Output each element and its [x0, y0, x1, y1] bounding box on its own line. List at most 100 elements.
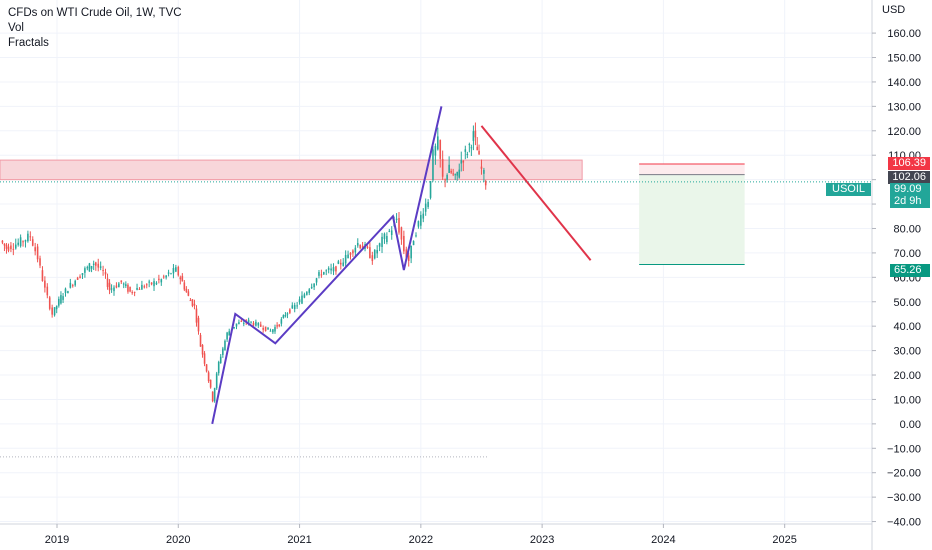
x-tick-label: 2020 — [166, 534, 190, 546]
y-tick-label: 20.00 — [893, 370, 921, 382]
candle-body — [240, 320, 243, 322]
candle-body — [296, 305, 298, 307]
candle-body — [24, 240, 27, 242]
candle-body — [356, 242, 359, 246]
candle-body — [337, 261, 340, 264]
candle-body — [113, 287, 115, 292]
candle-body — [3, 243, 6, 246]
candle-body — [318, 272, 320, 276]
candle-body — [446, 174, 448, 180]
candle-body — [272, 329, 274, 333]
candle-body — [215, 373, 218, 389]
indicator-volume[interactable]: Vol — [8, 22, 24, 34]
candle-body — [480, 166, 483, 169]
candle-body — [155, 282, 158, 285]
indicator-fractals[interactable]: Fractals — [8, 37, 49, 49]
candle-body — [29, 236, 32, 238]
candle-body — [344, 254, 347, 264]
candle-body — [310, 286, 313, 289]
candle-body — [228, 331, 231, 336]
candle-body — [217, 361, 220, 374]
candle-body — [219, 356, 222, 363]
candle-body — [222, 348, 224, 355]
x-tick-label: 2021 — [287, 534, 311, 546]
x-tick-label: 2019 — [45, 534, 69, 546]
candle-body — [181, 275, 184, 282]
y-tick-label: 50.00 — [893, 297, 921, 309]
y-tick-label: 130.00 — [887, 101, 921, 113]
y-tick-label: 140.00 — [887, 77, 921, 89]
candle-body — [71, 285, 74, 287]
candle-body — [400, 227, 403, 240]
stop-price-tag: 106.39 — [888, 157, 930, 170]
candle-body — [424, 203, 427, 212]
candle-body — [44, 280, 46, 288]
candle-body — [250, 321, 252, 323]
candle-body — [211, 391, 214, 402]
candle-body — [349, 252, 352, 255]
candle-body — [209, 379, 212, 388]
y-tick-label: 160.00 — [887, 28, 921, 40]
candle-body — [342, 262, 345, 266]
candle-body — [153, 281, 155, 287]
candle-body — [201, 345, 204, 355]
candle-body — [90, 266, 93, 269]
candle-body — [452, 173, 454, 175]
candle-body — [125, 284, 127, 287]
candle-body — [62, 296, 64, 300]
candle-body — [162, 276, 165, 278]
candle-body — [320, 274, 323, 276]
candle-body — [145, 284, 148, 286]
candle-body — [213, 388, 216, 402]
candle-body — [179, 277, 182, 280]
y-tick-label: 10.00 — [893, 394, 921, 406]
candle-body — [454, 174, 457, 176]
candle-body — [99, 266, 102, 268]
candle-body — [46, 286, 49, 296]
candle-body — [69, 282, 72, 288]
candle-body — [468, 143, 471, 146]
candle-body — [448, 164, 450, 173]
candle-body — [242, 322, 245, 324]
candle-body — [291, 305, 294, 309]
candle-body — [88, 263, 91, 272]
candle-body — [257, 322, 260, 326]
candle-body — [238, 322, 240, 325]
candle-body — [14, 244, 17, 249]
candle-body — [48, 297, 51, 309]
candle-body — [76, 277, 79, 280]
candle-body — [138, 288, 141, 290]
symbol-label[interactable]: USOIL — [826, 183, 872, 196]
candle-body — [7, 246, 10, 251]
candle-body — [92, 263, 95, 265]
candle-body — [106, 278, 109, 287]
candle-body — [439, 140, 442, 159]
candle-body — [259, 324, 262, 327]
candle-body — [19, 237, 22, 247]
y-tick-label: −10.00 — [887, 443, 921, 455]
candle-body — [55, 305, 58, 310]
countdown-tag: 2d 9h — [890, 195, 930, 208]
candle-body — [267, 327, 269, 330]
candle-body — [36, 246, 39, 260]
y-tick-label: 40.00 — [893, 321, 921, 333]
candle-body — [383, 233, 386, 240]
candle-body — [462, 161, 465, 163]
candle-body — [306, 292, 308, 295]
candle-body — [235, 323, 238, 327]
candle-body — [58, 298, 60, 306]
candle-body — [120, 280, 123, 283]
candle-body — [369, 247, 371, 259]
candle-body — [199, 335, 202, 347]
candle-body — [371, 255, 374, 262]
candle-body — [104, 272, 107, 275]
candle-body — [110, 288, 113, 290]
candle-body — [474, 130, 477, 138]
candle-body — [354, 247, 357, 253]
candle-body — [84, 268, 86, 273]
candle-body — [108, 282, 111, 291]
candle-body — [335, 266, 337, 272]
candle-body — [175, 267, 177, 272]
candle-body — [390, 230, 393, 235]
